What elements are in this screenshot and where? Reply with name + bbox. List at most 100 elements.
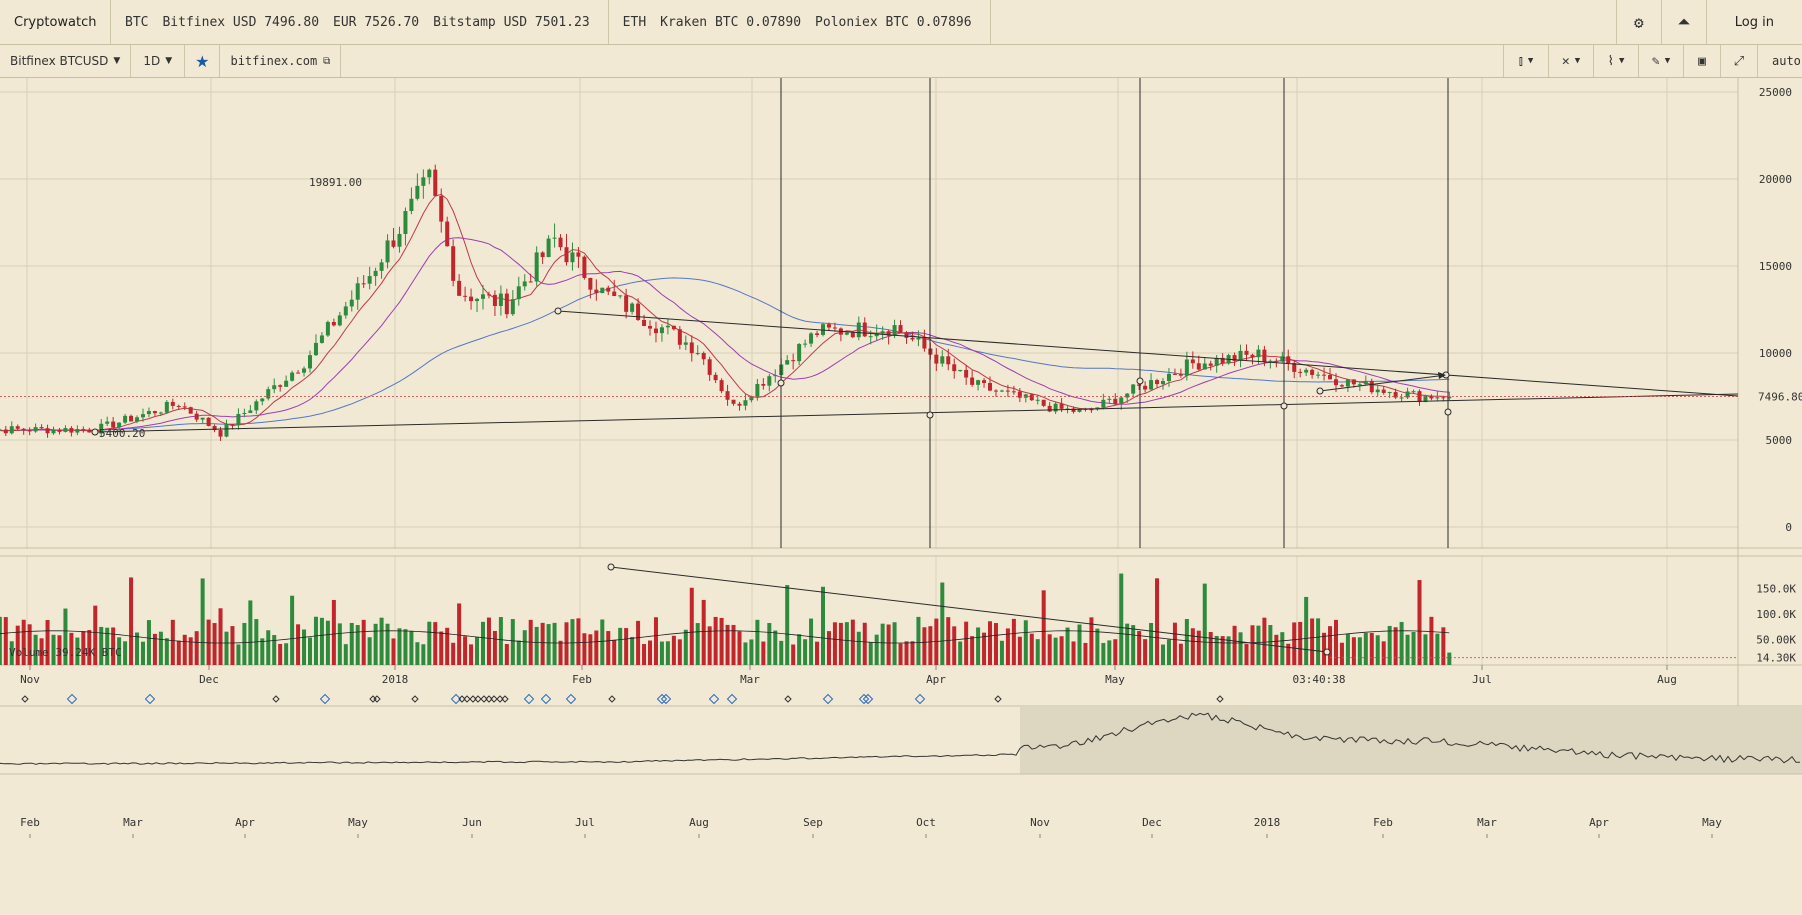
volume-bar: [1238, 632, 1243, 665]
volume-bar: [1214, 635, 1219, 665]
time-axis-label: Jul: [1472, 673, 1492, 686]
volume-bar: [1119, 573, 1124, 665]
volume-bar: [1005, 628, 1010, 665]
indicators-icon[interactable]: ✕ ▼: [1548, 45, 1593, 77]
volume-bar: [63, 608, 68, 665]
volume-bar: [486, 617, 491, 665]
candle-body: [469, 296, 474, 302]
scale-mode-button[interactable]: auto: [1757, 45, 1802, 77]
event-marker-icon: [469, 695, 477, 703]
volume-bar: [886, 624, 891, 665]
candle-body: [970, 377, 975, 385]
volume-bar: [403, 629, 408, 665]
candle-body: [1417, 391, 1422, 403]
volume-bar: [1417, 580, 1422, 665]
period-selector[interactable]: 1D ▼: [131, 45, 186, 77]
overview-navigator[interactable]: Feb Mar Apr May Jun Jul Aug Sep Oct Nov Dec 2018 Feb…: [0, 707, 1802, 838]
volume-bar: [492, 630, 497, 665]
candle-body: [803, 343, 808, 345]
volume-bar: [534, 626, 539, 665]
volume-bar: [146, 620, 151, 665]
exchange-link-label: bitfinex.com: [230, 54, 318, 68]
ticker-group-eth[interactable]: ETH Kraken BTC 0.07890 Poloniex BTC 0.07…: [609, 0, 991, 44]
price-chart[interactable]: 19891.00 5400.20 25000 20000 15000 10000 5000 0…: [0, 78, 1802, 915]
candle-body: [1065, 408, 1070, 410]
candle-body: [785, 360, 790, 365]
candle-body: [140, 414, 145, 418]
volume-bar: [15, 625, 20, 665]
candle-body: [224, 424, 229, 437]
fullscreen-icon[interactable]: ⤢: [1720, 45, 1757, 77]
volume-bar: [1429, 616, 1434, 665]
candle-body: [993, 390, 998, 392]
volume-bar: [308, 637, 313, 665]
compare-icon[interactable]: ⌇ ▼: [1593, 45, 1638, 77]
candle-body: [671, 325, 676, 330]
volume-bar: [284, 643, 289, 665]
volume-bar: [313, 616, 318, 665]
user-drawings[interactable]: [0, 78, 1739, 659]
volume-bar: [1232, 625, 1237, 665]
volume-bar: [1137, 631, 1142, 665]
candle-body: [63, 428, 68, 432]
price-axis-tick: 0: [1785, 521, 1792, 534]
exchange-link[interactable]: bitfinex.com ⧉: [220, 45, 342, 77]
brand-logo[interactable]: Cryptowatch: [0, 0, 111, 44]
candle-body: [135, 417, 140, 422]
ma-mid-line: [0, 237, 1450, 432]
volume-bar: [874, 634, 879, 665]
candle-body: [677, 329, 682, 345]
candle-body: [1005, 390, 1010, 392]
candle-body: [355, 283, 360, 300]
volume-bar: [1041, 590, 1046, 665]
candle-body: [916, 337, 921, 340]
triangle-alert-icon[interactable]: ⏶: [1660, 0, 1706, 44]
candle-body: [999, 390, 1004, 392]
market-selector[interactable]: Bitfinex BTCUSD ▼: [0, 45, 132, 77]
event-marker-icon: [474, 695, 482, 703]
candle-body: [1107, 398, 1112, 400]
pencil-icon[interactable]: ✎ ▼: [1638, 45, 1683, 77]
candles-icon[interactable]: ⫾ ▼: [1503, 45, 1548, 77]
candle-body: [606, 287, 611, 292]
volume-bar: [1178, 643, 1183, 665]
volume-bar: [457, 603, 462, 665]
screenshot-icon[interactable]: ▣: [1683, 45, 1720, 77]
login-button[interactable]: Log in: [1705, 0, 1802, 44]
volume-bar: [552, 622, 557, 665]
volume-bar: [1125, 623, 1130, 665]
volume-bar: [81, 631, 86, 665]
favorite-star-icon[interactable]: ★: [185, 45, 221, 77]
volume-bar: [385, 623, 390, 665]
candle-body: [582, 256, 587, 278]
candle-body: [695, 353, 700, 355]
volume-bar: [1328, 626, 1333, 665]
candle-body: [302, 368, 307, 373]
ticker-eth-poloniex-btc[interactable]: Poloniex BTC 0.07896: [815, 14, 972, 30]
candle-body: [570, 252, 575, 263]
volume-bar: [1065, 627, 1070, 665]
candle-body: [826, 324, 831, 328]
candle-body: [844, 332, 849, 335]
candle-body: [158, 412, 163, 414]
candle-body: [612, 291, 617, 296]
volume-bar: [719, 617, 724, 665]
candle-body: [743, 400, 748, 406]
ticker-btc-bitfinex-eur[interactable]: EUR 7526.70: [333, 14, 420, 30]
gear-icon[interactable]: ⚙: [1615, 0, 1661, 44]
volume-bar: [576, 618, 581, 665]
candle-body: [1322, 374, 1327, 376]
event-marker-icon: [480, 695, 488, 703]
ticker-btc-bitfinex-usd[interactable]: Bitfinex USD 7496.80: [162, 14, 320, 30]
volume-bar: [1196, 630, 1201, 665]
ticker-group-btc[interactable]: BTC Bitfinex USD 7496.80 EUR 7526.70 Bit…: [111, 0, 609, 44]
volume-bar: [290, 595, 295, 665]
candle-body: [1184, 359, 1189, 376]
ticker-btc-bitstamp-usd[interactable]: Bitstamp USD 7501.23: [433, 14, 590, 30]
volume-bar: [540, 622, 545, 665]
volume-bar: [349, 622, 354, 665]
candle-body: [146, 411, 151, 415]
volume-bar: [707, 626, 712, 665]
candle-body: [636, 303, 641, 320]
ticker-eth-kraken-btc[interactable]: Kraken BTC 0.07890: [660, 14, 802, 30]
